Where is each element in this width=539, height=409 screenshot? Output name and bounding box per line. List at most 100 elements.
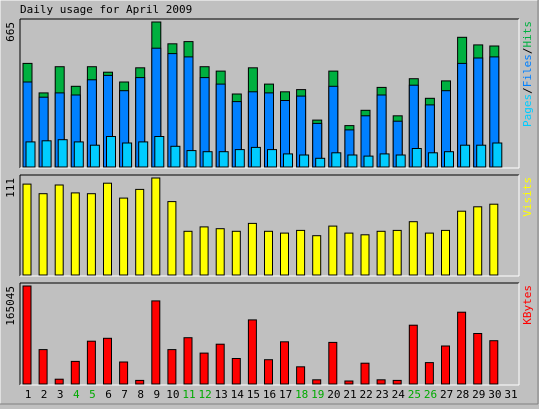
hits-files-pages-bar-pages-day-23 bbox=[379, 153, 390, 168]
visits-bar-visits-day-15 bbox=[247, 222, 257, 276]
hits-files-pages-bar-pages-day-4 bbox=[73, 141, 84, 168]
kbytes-y-max-label: 165045 bbox=[4, 286, 17, 326]
x-tick-label-day-26: 26 bbox=[424, 388, 437, 401]
hits-files-pages-bar-pages-day-25 bbox=[411, 148, 422, 168]
x-tick-label-day-20: 20 bbox=[327, 388, 340, 401]
visits-bar-visits-day-22 bbox=[360, 234, 370, 276]
x-tick-label-day-4: 4 bbox=[73, 388, 80, 401]
hits-files-pages-bar-pages-day-18 bbox=[299, 154, 310, 168]
visits-panel: 111 Visits bbox=[4, 174, 534, 277]
hits-files-pages-legend-part: / bbox=[521, 48, 534, 55]
visits-bar-visits-day-9 bbox=[151, 177, 161, 276]
x-tick-label-day-31: 31 bbox=[504, 388, 517, 401]
x-tick-label-day-9: 9 bbox=[153, 388, 160, 401]
kbytes-bar-kbytes-day-7 bbox=[119, 361, 129, 385]
chart-title: Daily usage for April 2009 bbox=[20, 3, 192, 16]
kbytes-legend: KBytes bbox=[521, 285, 534, 325]
x-tick-label-day-19: 19 bbox=[311, 388, 324, 401]
visits-bar-visits-day-13 bbox=[215, 228, 225, 276]
visits-bar-visits-day-14 bbox=[231, 230, 241, 276]
kbytes-legend-part: KBytes bbox=[521, 285, 534, 325]
kbytes-bar-kbytes-day-28 bbox=[457, 311, 467, 385]
x-tick-label-day-3: 3 bbox=[57, 388, 64, 401]
kbytes-bar-kbytes-day-5 bbox=[86, 340, 96, 385]
visits-bar-visits-day-11 bbox=[183, 230, 193, 276]
hits-files-pages-bar-pages-day-16 bbox=[267, 149, 277, 168]
visits-bar-visits-day-26 bbox=[424, 232, 434, 276]
visits-bar-visits-day-10 bbox=[167, 201, 177, 276]
visits-bar-visits-day-12 bbox=[199, 226, 209, 276]
hits-files-pages-bar-pages-day-24 bbox=[395, 154, 406, 168]
x-tick-label-day-29: 29 bbox=[472, 388, 485, 401]
visits-bar-visits-day-7 bbox=[119, 197, 129, 276]
kbytes-bar-kbytes-day-9 bbox=[151, 300, 161, 385]
kbytes-bar-kbytes-day-27 bbox=[441, 345, 450, 385]
x-axis-labels: 1 2 3 4 5 6 7 8 9 10 11 12 13 14 15 16 17 18 19 20 21 22 23 24 2… bbox=[25, 388, 518, 401]
hits-files-pages-bar-pages-day-20 bbox=[331, 152, 342, 168]
kbytes-bar-kbytes-day-2 bbox=[38, 349, 48, 385]
visits-legend: Visits bbox=[521, 177, 534, 217]
hits-files-pages-bar-pages-day-1 bbox=[25, 141, 36, 168]
kbytes-bar-kbytes-day-11 bbox=[183, 337, 193, 385]
visits-bar-visits-day-20 bbox=[328, 225, 338, 276]
x-tick-label-day-18: 18 bbox=[295, 388, 308, 401]
x-tick-label-day-28: 28 bbox=[456, 388, 469, 401]
hits-files-pages-bar-pages-day-2 bbox=[41, 140, 52, 168]
hits-files-pages-bar-pages-day-19 bbox=[315, 157, 326, 168]
hits-files-pages-bar-pages-day-7 bbox=[122, 142, 133, 168]
visits-bar-visits-day-18 bbox=[296, 229, 306, 276]
x-tick-label-day-21: 21 bbox=[343, 388, 356, 401]
visits-bar-visits-day-2 bbox=[38, 193, 48, 276]
kbytes-panel: 165045 KBytes bbox=[4, 282, 534, 386]
visits-bar-visits-day-30 bbox=[489, 203, 499, 276]
hits-files-pages-bar-pages-day-3 bbox=[57, 139, 68, 168]
visits-bar-visits-day-17 bbox=[280, 232, 289, 276]
kbytes-bar-kbytes-day-15 bbox=[247, 319, 257, 385]
visits-y-max-label: 111 bbox=[4, 178, 17, 198]
kbytes-bar-kbytes-day-29 bbox=[473, 333, 483, 385]
kbytes-bar-kbytes-day-20 bbox=[328, 341, 338, 385]
kbytes-bar-kbytes-day-14 bbox=[231, 358, 241, 385]
hits-files-pages-bar-pages-day-28 bbox=[460, 144, 471, 168]
kbytes-bar-kbytes-day-3 bbox=[54, 378, 64, 385]
x-tick-label-day-5: 5 bbox=[89, 388, 96, 401]
visits-bar-visits-day-1 bbox=[22, 183, 32, 276]
x-tick-label-day-2: 2 bbox=[41, 388, 48, 401]
visits-bar-visits-day-16 bbox=[264, 230, 273, 276]
x-tick-label-day-14: 14 bbox=[231, 388, 245, 401]
visits-bar-visits-day-27 bbox=[441, 229, 450, 276]
kbytes-bar-kbytes-day-16 bbox=[264, 359, 273, 385]
hits-files-pages-bar-pages-day-14 bbox=[234, 149, 245, 168]
hits-files-pages-legend: Pages/Files/Hits bbox=[521, 21, 534, 127]
hits-files-pages-bar-pages-day-12 bbox=[202, 151, 213, 168]
visits-bar-visits-day-19 bbox=[312, 235, 322, 276]
kbytes-bar-kbytes-day-17 bbox=[280, 341, 289, 385]
x-tick-label-day-12: 12 bbox=[198, 388, 211, 401]
hits-files-pages-bar-pages-day-5 bbox=[89, 144, 100, 168]
hits-files-pages-bar-pages-day-30 bbox=[492, 142, 503, 168]
x-tick-label-day-22: 22 bbox=[359, 388, 372, 401]
hits-files-pages-legend-part: Files bbox=[521, 54, 534, 87]
visits-legend-part: Visits bbox=[521, 177, 534, 217]
hits-files-pages-bar-pages-day-29 bbox=[476, 144, 487, 168]
visits-bar-visits-day-3 bbox=[54, 184, 64, 276]
hits-files-pages-bar-pages-day-6 bbox=[106, 136, 116, 168]
x-tick-label-day-16: 16 bbox=[263, 388, 276, 401]
visits-bar-visits-day-23 bbox=[376, 230, 386, 276]
x-tick-label-day-7: 7 bbox=[121, 388, 128, 401]
hits-files-pages-bar-pages-day-11 bbox=[186, 150, 197, 168]
hits-files-pages-legend-part: Hits bbox=[521, 21, 534, 48]
x-tick-label-day-8: 8 bbox=[137, 388, 144, 401]
kbytes-bar-kbytes-day-30 bbox=[489, 340, 499, 385]
x-tick-label-day-11: 11 bbox=[182, 388, 195, 401]
hits-files-pages-bar-pages-day-27 bbox=[444, 151, 454, 168]
kbytes-bar-kbytes-day-18 bbox=[296, 366, 306, 385]
kbytes-bar-kbytes-day-23 bbox=[376, 379, 386, 385]
hits-files-pages-bar-pages-day-26 bbox=[427, 152, 438, 168]
kbytes-bar-kbytes-day-21 bbox=[344, 380, 354, 385]
visits-bar-visits-day-4 bbox=[70, 192, 80, 276]
